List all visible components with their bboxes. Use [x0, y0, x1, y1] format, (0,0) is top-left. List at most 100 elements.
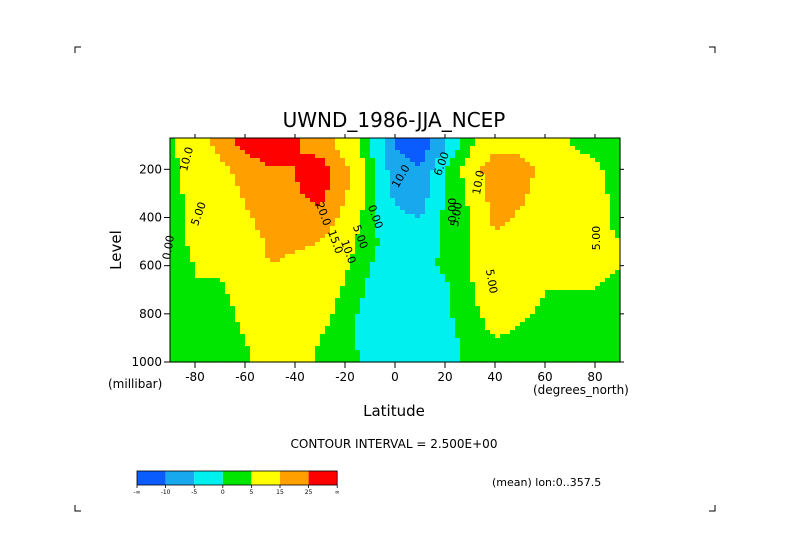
- heatmap-cell: [605, 242, 611, 247]
- heatmap-cell: [435, 302, 441, 307]
- heatmap-cell: [310, 158, 316, 163]
- heatmap-cell: [190, 262, 196, 267]
- heatmap-cell: [520, 286, 526, 291]
- heatmap-cell: [455, 242, 461, 247]
- heatmap-cell: [315, 222, 321, 227]
- heatmap-cell: [445, 230, 451, 235]
- heatmap-cell: [200, 358, 206, 363]
- heatmap-cell: [200, 138, 206, 143]
- heatmap-cell: [245, 314, 251, 319]
- heatmap-cell: [200, 254, 206, 259]
- heatmap-cell: [415, 342, 421, 347]
- heatmap-cell: [535, 330, 541, 335]
- heatmap-cell: [485, 222, 491, 227]
- heatmap-cell: [355, 250, 361, 255]
- heatmap-cell: [500, 354, 506, 359]
- heatmap-cell: [510, 166, 516, 171]
- heatmap-cell: [470, 326, 476, 331]
- heatmap-cell: [475, 310, 481, 315]
- heatmap-cell: [480, 254, 486, 259]
- heatmap-cell: [515, 266, 521, 271]
- heatmap-cell: [290, 294, 296, 299]
- heatmap-cell: [345, 298, 351, 303]
- heatmap-cell: [540, 198, 546, 203]
- heatmap-cell: [315, 326, 321, 331]
- heatmap-cell: [580, 174, 586, 179]
- heatmap-cell: [515, 202, 521, 207]
- heatmap-cell: [205, 270, 211, 275]
- heatmap-cell: [475, 230, 481, 235]
- heatmap-cell: [250, 326, 256, 331]
- heatmap-cell: [295, 142, 301, 147]
- heatmap-cell: [555, 258, 561, 263]
- heatmap-cell: [510, 174, 516, 179]
- heatmap-cell: [280, 174, 286, 179]
- heatmap-cell: [255, 334, 261, 339]
- heatmap-cell: [255, 230, 261, 235]
- heatmap-cell: [490, 218, 496, 223]
- heatmap-cell: [185, 222, 191, 227]
- heatmap-cell: [510, 322, 516, 327]
- heatmap-cell: [230, 330, 236, 335]
- heatmap-cell: [475, 218, 481, 223]
- heatmap-cell: [210, 350, 216, 355]
- heatmap-cell: [560, 326, 566, 331]
- heatmap-cell: [605, 282, 611, 287]
- heatmap-cell: [575, 174, 581, 179]
- heatmap-cell: [355, 186, 361, 191]
- heatmap-cell: [460, 270, 466, 275]
- heatmap-cell: [405, 254, 411, 259]
- heatmap-cell: [510, 198, 516, 203]
- heatmap-cell: [420, 218, 426, 223]
- heatmap-cell: [325, 210, 331, 215]
- heatmap-cell: [590, 190, 596, 195]
- heatmap-cell: [500, 338, 506, 343]
- heatmap-cell: [435, 154, 441, 159]
- heatmap-cell: [305, 162, 311, 167]
- heatmap-cell: [315, 194, 321, 199]
- heatmap-cell: [520, 314, 526, 319]
- heatmap-cell: [335, 302, 341, 307]
- heatmap-cell: [430, 226, 436, 231]
- heatmap-cell: [235, 246, 241, 251]
- heatmap-cell: [270, 286, 276, 291]
- heatmap-cell: [490, 190, 496, 195]
- heatmap-cell: [240, 154, 246, 159]
- heatmap-cell: [525, 190, 531, 195]
- heatmap-cell: [425, 334, 431, 339]
- heatmap-cell: [345, 174, 351, 179]
- heatmap-cell: [320, 286, 326, 291]
- heatmap-cell: [420, 330, 426, 335]
- heatmap-cell: [170, 242, 176, 247]
- heatmap-cell: [515, 178, 521, 183]
- heatmap-cell: [465, 346, 471, 351]
- heatmap-cell: [605, 154, 611, 159]
- heatmap-cell: [225, 250, 231, 255]
- heatmap-cell: [370, 158, 376, 163]
- heatmap-cell: [420, 286, 426, 291]
- heatmap-cell: [270, 150, 276, 155]
- heatmap-cell: [300, 198, 306, 203]
- heatmap-cell: [240, 278, 246, 283]
- heatmap-cell: [560, 182, 566, 187]
- heatmap-cell: [290, 354, 296, 359]
- heatmap-cell: [310, 274, 316, 279]
- heatmap-cell: [360, 262, 366, 267]
- heatmap-cell: [540, 210, 546, 215]
- heatmap-cell: [460, 278, 466, 283]
- heatmap-cell: [220, 214, 226, 219]
- heatmap-cell: [295, 254, 301, 259]
- heatmap-cell: [460, 234, 466, 239]
- heatmap-cell: [545, 294, 551, 299]
- heatmap-cell: [615, 218, 621, 223]
- heatmap-cell: [335, 306, 341, 311]
- heatmap-cell: [410, 210, 416, 215]
- heatmap-cell: [590, 242, 596, 247]
- heatmap-cell: [445, 234, 451, 239]
- heatmap-cell: [400, 342, 406, 347]
- heatmap-cell: [430, 262, 436, 267]
- heatmap-cell: [320, 262, 326, 267]
- heatmap-cell: [565, 266, 571, 271]
- heatmap-cell: [585, 230, 591, 235]
- heatmap-cell: [445, 294, 451, 299]
